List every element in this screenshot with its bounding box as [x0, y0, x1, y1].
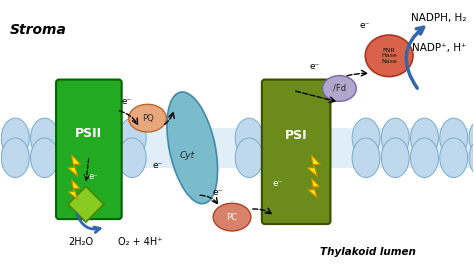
Ellipse shape — [352, 138, 380, 177]
Text: /Fd: /Fd — [333, 84, 346, 93]
Ellipse shape — [365, 35, 413, 77]
Text: e⁻: e⁻ — [122, 97, 132, 106]
Text: 2H₂O: 2H₂O — [68, 237, 93, 247]
Ellipse shape — [167, 92, 218, 204]
Ellipse shape — [469, 118, 474, 158]
Text: Stroma: Stroma — [9, 23, 66, 37]
Polygon shape — [307, 155, 320, 177]
Ellipse shape — [440, 138, 468, 177]
Polygon shape — [308, 178, 319, 198]
Text: PC: PC — [227, 213, 237, 222]
Text: NADP⁺, H⁺: NADP⁺, H⁺ — [412, 43, 466, 53]
Ellipse shape — [1, 138, 29, 177]
Text: PSI: PSI — [285, 129, 308, 142]
Text: Thylakoid lumen: Thylakoid lumen — [319, 247, 415, 257]
Text: NADPH, H₂: NADPH, H₂ — [411, 13, 466, 23]
Ellipse shape — [118, 138, 146, 177]
Polygon shape — [67, 155, 81, 176]
Text: e⁻: e⁻ — [359, 21, 370, 30]
FancyBboxPatch shape — [56, 80, 122, 219]
Ellipse shape — [382, 138, 409, 177]
FancyArrowPatch shape — [77, 214, 100, 232]
Text: e⁻: e⁻ — [310, 62, 320, 71]
Ellipse shape — [469, 138, 474, 177]
Text: PQ: PQ — [142, 114, 154, 123]
Text: O₂ + 4H⁺: O₂ + 4H⁺ — [118, 237, 163, 247]
Polygon shape — [68, 180, 80, 199]
Ellipse shape — [410, 118, 438, 158]
Ellipse shape — [382, 118, 409, 158]
Text: e⁻: e⁻ — [153, 161, 163, 170]
Ellipse shape — [31, 118, 58, 158]
Text: e⁻: e⁻ — [273, 180, 283, 188]
FancyArrowPatch shape — [406, 27, 424, 88]
Ellipse shape — [410, 138, 438, 177]
Ellipse shape — [1, 118, 29, 158]
Ellipse shape — [118, 118, 146, 158]
Text: e⁻: e⁻ — [89, 172, 99, 181]
Ellipse shape — [128, 104, 166, 132]
Text: e⁻: e⁻ — [212, 188, 222, 197]
Ellipse shape — [352, 118, 380, 158]
FancyBboxPatch shape — [262, 80, 330, 224]
Bar — [1, 128, 473, 168]
Text: FNR
Hase
Nase: FNR Hase Nase — [381, 48, 397, 64]
Ellipse shape — [213, 203, 251, 231]
Ellipse shape — [31, 138, 58, 177]
Ellipse shape — [235, 138, 263, 177]
Polygon shape — [68, 186, 104, 222]
Ellipse shape — [235, 118, 263, 158]
Ellipse shape — [440, 118, 468, 158]
Text: Cyt: Cyt — [180, 151, 195, 160]
Text: PSII: PSII — [75, 127, 102, 140]
Ellipse shape — [322, 76, 356, 101]
